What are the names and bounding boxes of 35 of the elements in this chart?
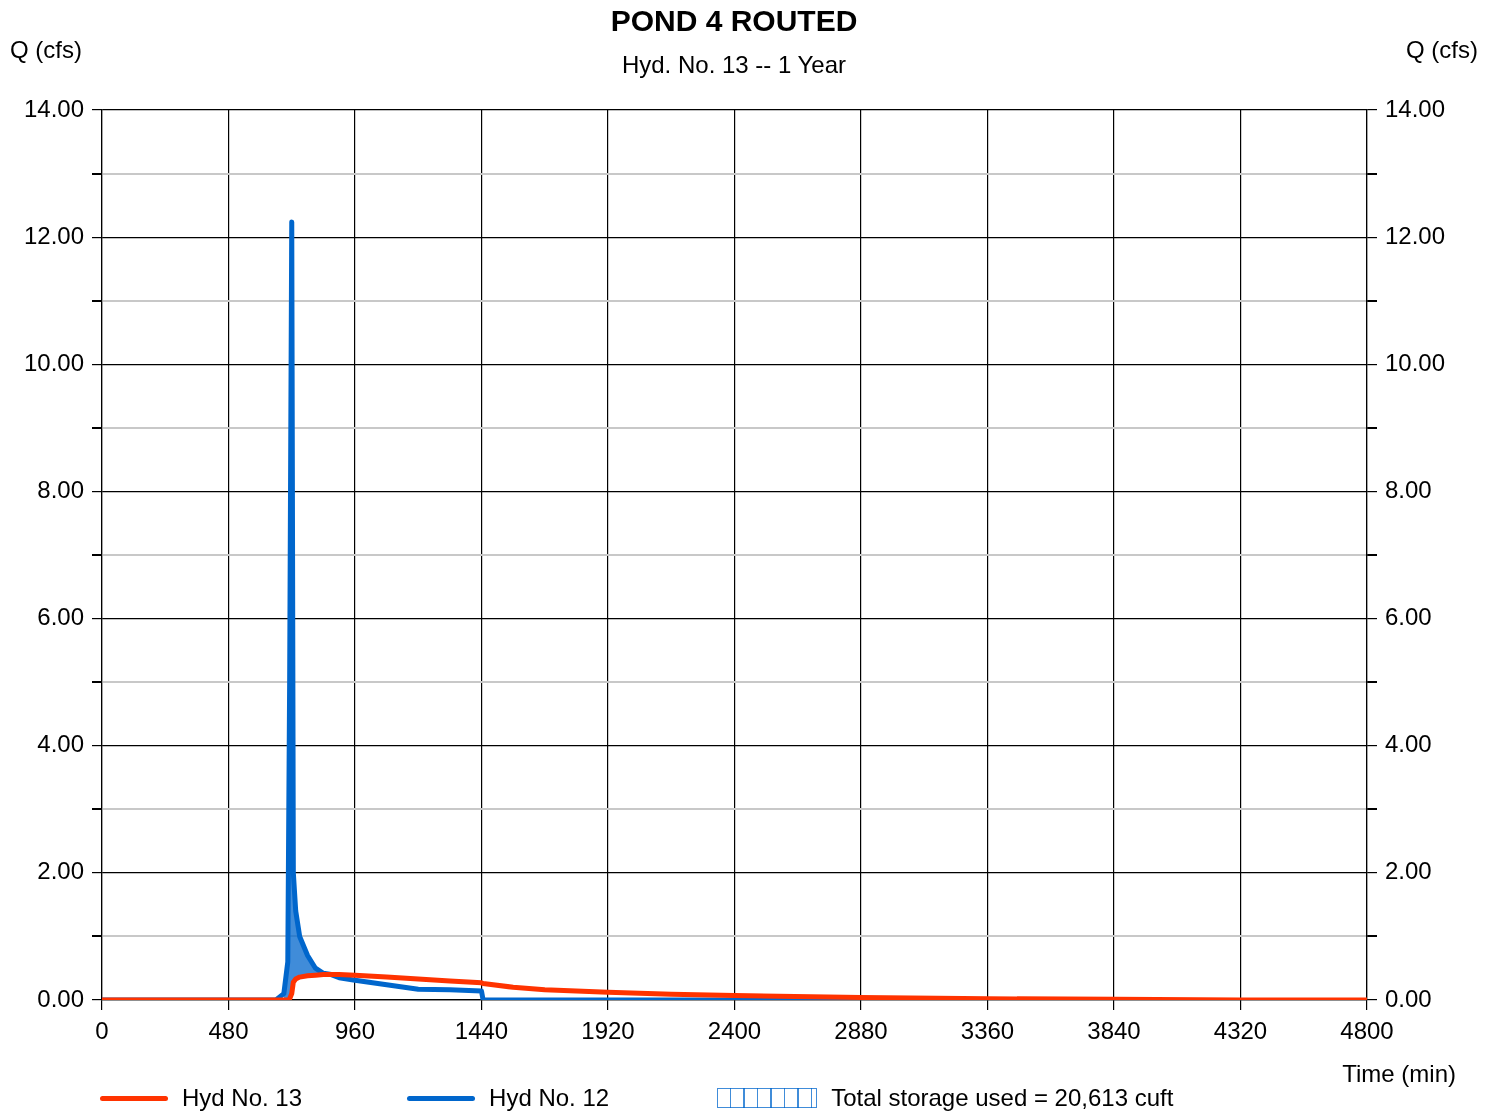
legend-label: Hyd No. 12 — [489, 1084, 610, 1112]
y-tick-label: 12.00 — [23, 221, 84, 249]
x-tick-label: 3360 — [960, 1017, 1015, 1045]
y-tick-label: 0.00 — [37, 984, 84, 1012]
text: Total storage used = 20,613 cuft — [831, 1084, 1174, 1112]
x-tick-label: 0 — [95, 1017, 109, 1045]
chart-title: POND 4 ROUTED — [610, 4, 858, 37]
y-tick-label: 6.00 — [37, 603, 84, 631]
x-tick-label: 1440 — [454, 1017, 509, 1045]
chart-subtitle: Hyd. No. 13 -- 1 Year — [621, 51, 847, 78]
x-tick-label: 2880 — [834, 1017, 888, 1045]
y-tick-label: 10.00 — [23, 348, 84, 376]
y2-axis-title: Q (cfs) — [1406, 36, 1478, 64]
x-tick-label: 3840 — [1087, 1017, 1141, 1045]
y-tick-label: 8.00 — [37, 476, 84, 504]
y-tick-label: 2.00 — [37, 857, 84, 885]
x-tick-label: 1920 — [581, 1017, 635, 1045]
y2-tick-label: 10.00 — [1385, 348, 1446, 376]
y2-tick-label: 6.00 — [1385, 603, 1432, 631]
y2-tick-label: 14.00 — [1385, 94, 1446, 122]
x-tick-label: 2400 — [707, 1017, 762, 1045]
y2-tick-label: 0.00 — [1385, 984, 1432, 1012]
x-axis-title: Time (min) — [1342, 1060, 1456, 1088]
y2-tick-label: 8.00 — [1385, 476, 1432, 504]
y-tick-label: 4.00 — [37, 730, 84, 758]
y-axis-title: Q (cfs) — [10, 36, 82, 64]
x-tick-label: 4320 — [1213, 1017, 1268, 1045]
x-tick-label: 4800 — [1340, 1017, 1394, 1045]
y2-tick-label: 12.00 — [1385, 221, 1446, 249]
y2-tick-label: 4.00 — [1385, 730, 1432, 758]
legend-label: Hyd No. 13 — [182, 1084, 303, 1112]
y-tick-label: 14.00 — [23, 94, 84, 122]
y2-tick-label: 2.00 — [1385, 857, 1432, 885]
x-tick-label: 960 — [334, 1017, 376, 1045]
x-tick-label: 480 — [208, 1017, 249, 1045]
